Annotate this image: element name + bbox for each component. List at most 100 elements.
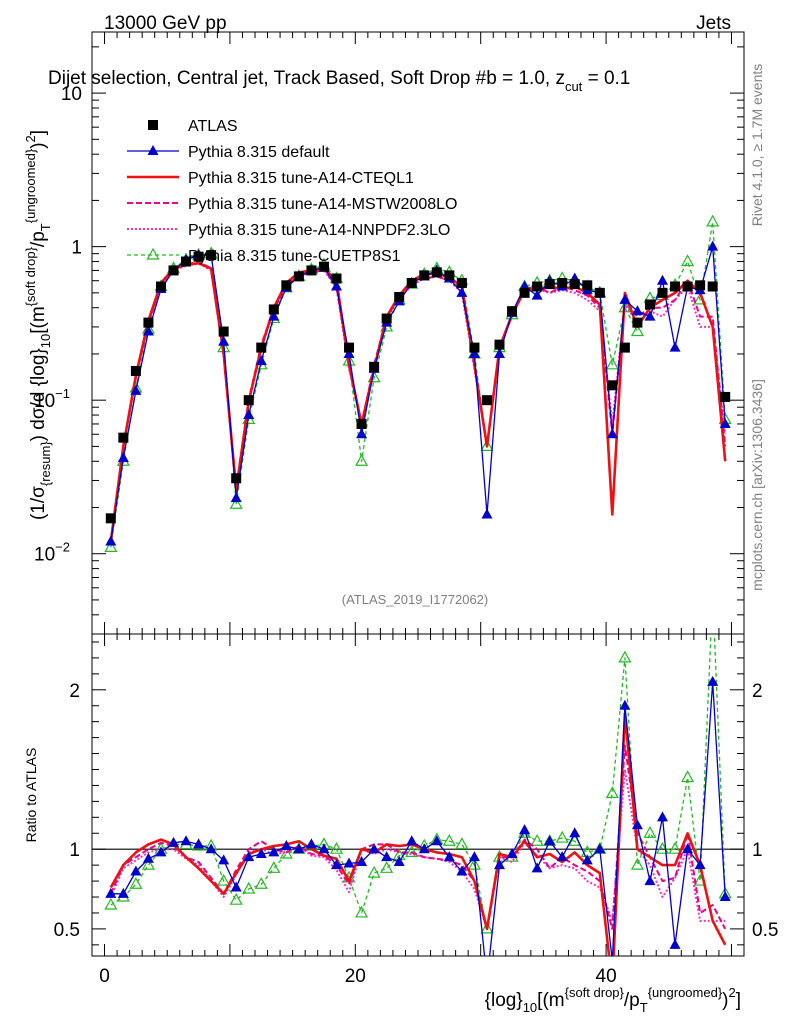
ratio-point-cuetp8s1 [217,873,231,886]
ratio-point-default [611,954,614,956]
main-point-atlas [293,271,304,282]
main-point-atlas [456,277,467,288]
main-point-default [631,305,643,316]
ratio-point-default [230,881,242,892]
main-point-cuetp8s1 [706,214,720,227]
ratio-point-default [694,859,706,870]
main-point-default [356,428,368,439]
main-point-atlas [231,473,242,484]
ratio-point-default [268,846,280,857]
main-point-default [494,347,505,358]
ratio-point-cuetp8s1 [643,826,657,838]
main-point-atlas [105,513,116,524]
ratio-point-default [669,938,681,949]
ratio-point-default [531,862,543,873]
main-point-atlas [143,317,154,328]
main-point-atlas [381,313,392,324]
main-line-cteql1 [109,261,727,542]
main-point-atlas [657,287,668,298]
legend-label: Pythia 8.315 tune-A14-NNPDF2.3LO [188,222,450,239]
ratio-point-cuetp8s1 [605,786,619,799]
ratio-point-default [105,887,117,898]
ratio-point-default [644,875,656,886]
ratio-point-cuetp8s1 [681,770,695,783]
main-point-default [669,341,681,352]
ratio-point-cuetp8s1 [405,845,419,857]
main-point-cuetp8s1 [681,254,695,267]
main-point-atlas [206,250,217,261]
main-point-cuetp8s1 [104,540,118,552]
main-point-atlas [356,418,367,429]
ratio-point-default [619,699,631,710]
rivet-side-label: Rivet 4.1.0, ≥ 1.7M events [749,64,765,227]
selection-title: Dijet selection, Central jet, Track Base… [48,68,630,94]
main-point-default [468,347,480,358]
ratio-point-cuetp8s1 [355,905,369,918]
ratio-point-default [506,847,518,858]
main-point-default [230,492,242,503]
main-point-default [719,417,731,428]
y-tick-label-ratio: 0.5 [54,920,80,941]
ratio-point-default [193,838,205,849]
ratio-point-default [243,851,255,862]
main-point-atlas [632,317,643,328]
legend-label: Pythia 8.315 tune-A14-CTEQL1 [188,170,414,187]
main-point-atlas [507,306,518,317]
ratio-point-default [130,865,142,876]
main-point-default [644,310,656,321]
ratio-point-default [494,859,505,870]
ratio-point-default [205,843,217,854]
ratio-point-default [631,819,643,830]
main-point-atlas [607,380,618,391]
ratio-point-cuetp8s1 [229,892,243,905]
ratio-point-cuetp8s1 [455,837,469,850]
main-line-mstw [109,260,727,542]
y-tick-label-ratio-right: 2 [752,681,763,702]
ratio-point-default [406,835,418,846]
ratio-point-cuetp8s1 [480,921,494,934]
main-point-default [619,293,631,304]
category-label: Jets [696,13,731,34]
x-tick-label: 0 [99,966,110,987]
ratio-point-default [468,851,480,862]
ratio-point-cuetp8s1 [530,833,544,846]
main-point-cuetp8s1 [605,357,619,370]
main-point-default [142,325,154,336]
main-point-default [255,354,267,365]
main-point-atlas [644,299,655,310]
ratio-point-cuetp8s1 [668,841,682,854]
main-point-atlas [619,342,630,353]
main-point-default [343,347,355,358]
ratio-point-default [155,846,167,857]
y-tick-label-ratio-right: 0.5 [752,920,778,941]
ratio-point-default [255,847,267,858]
main-point-cuetp8s1 [480,439,494,451]
main-point-atlas [331,273,342,284]
main-point-cuetp8s1 [229,496,243,509]
legend-label: Pythia 8.315 tune-CUETP8S1 [188,248,401,265]
ratio-point-cuetp8s1 [254,877,268,889]
x-axis-title: {log}10[(m{soft drop}/pT{ungroomed})2] [485,985,741,1015]
ratio-point-default [418,843,430,854]
legend-label: ATLAS [188,118,238,135]
main-point-atlas [569,279,580,290]
y-tick-label-main: 1 [71,238,82,259]
ratio-point-cuetp8s1 [467,857,481,870]
ratio-point-cuetp8s1 [141,857,155,870]
ratio-point-cuetp8s1 [267,861,281,873]
ratio-point-default [356,855,368,866]
main-point-default [117,452,129,463]
x-tick-label: 20 [345,966,366,987]
legend-marker-cuetp8s1 [146,247,160,260]
main-point-atlas [494,339,505,350]
main-point-atlas [406,277,417,288]
main-point-default [606,428,618,439]
main-point-default [218,335,230,346]
main-point-default [456,286,468,297]
main-point-atlas [720,391,731,402]
main-point-atlas [281,280,292,291]
ratio-point-default [331,859,342,870]
main-point-default [331,280,342,291]
main-point-default [707,240,719,251]
main-point-cuetp8s1 [355,454,369,466]
